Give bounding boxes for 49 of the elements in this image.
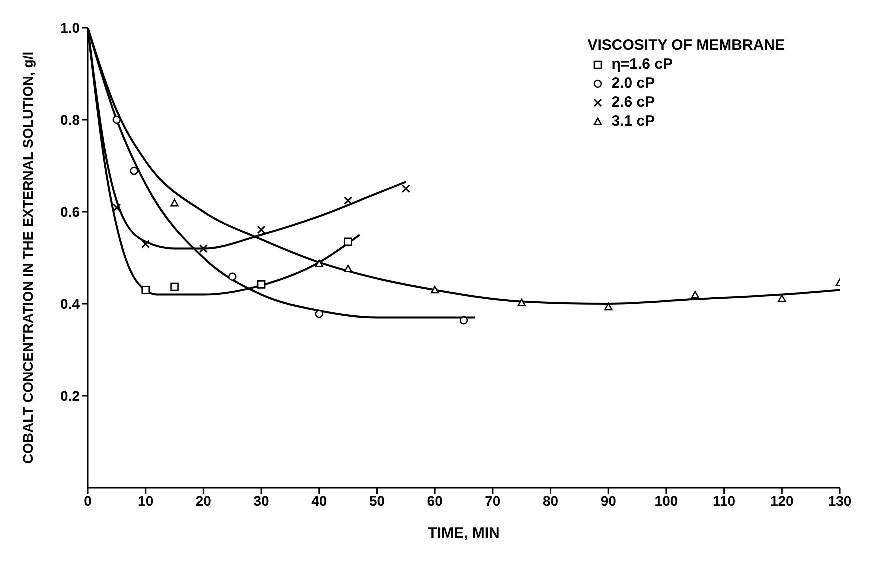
point bbox=[344, 196, 353, 206]
y-tick-label: 0.8 bbox=[60, 112, 80, 128]
point bbox=[604, 303, 613, 311]
x-tick-label: 110 bbox=[713, 492, 736, 509]
point bbox=[344, 264, 352, 272]
point bbox=[199, 244, 208, 254]
point bbox=[112, 204, 122, 212]
y-axis-title: COBALT CONCENTRATION IN THE EXTERNAL SOLUTION, g/l bbox=[20, 52, 36, 464]
y-tick-label: 0.6 bbox=[60, 204, 80, 220]
x-tick-label: 90 bbox=[600, 492, 617, 509]
x-tick-label: 100 bbox=[654, 492, 678, 509]
legend-title: VISCOSITY OF MEMBRANE bbox=[588, 36, 785, 55]
x-tick-label: 40 bbox=[312, 492, 328, 509]
point bbox=[430, 286, 440, 294]
x-tick-label: 0 bbox=[84, 492, 92, 509]
y-tick-label: 0.4 bbox=[60, 296, 80, 312]
x-tick-label: 60 bbox=[427, 492, 444, 509]
legend-label: η=1.6 cP bbox=[610, 55, 674, 74]
x-axis-title: TIME, MIN bbox=[428, 525, 500, 542]
point bbox=[170, 199, 179, 207]
x-tick-label: 20 bbox=[196, 492, 212, 509]
x-tick-label: 10 bbox=[138, 492, 154, 509]
point bbox=[344, 238, 352, 246]
x-tick-label: 80 bbox=[542, 492, 559, 509]
x-tick-label: 30 bbox=[254, 492, 270, 509]
point bbox=[315, 260, 324, 268]
y-tick-label: 1.0 bbox=[60, 20, 80, 36]
point bbox=[170, 282, 179, 292]
x-tick-label: 70 bbox=[485, 492, 501, 509]
point bbox=[315, 310, 324, 318]
point bbox=[402, 184, 410, 194]
point bbox=[518, 298, 526, 307]
x-tick-label: 130 bbox=[828, 492, 852, 509]
point bbox=[130, 166, 138, 176]
x-tick-label: 50 bbox=[369, 492, 386, 509]
point bbox=[691, 291, 700, 299]
legend-label: 2.0 cP bbox=[610, 74, 656, 93]
legend-label: 3.1 cP bbox=[610, 112, 656, 131]
point bbox=[112, 116, 122, 124]
point bbox=[142, 286, 150, 294]
point bbox=[142, 240, 150, 248]
x-tick-label: 120 bbox=[770, 492, 794, 509]
legend-label: 2.6 cP bbox=[610, 93, 656, 112]
point bbox=[257, 226, 266, 234]
y-tick-label: 0.2 bbox=[60, 388, 80, 404]
point bbox=[257, 280, 266, 289]
point bbox=[460, 316, 468, 325]
point bbox=[228, 272, 237, 282]
point bbox=[778, 294, 786, 302]
